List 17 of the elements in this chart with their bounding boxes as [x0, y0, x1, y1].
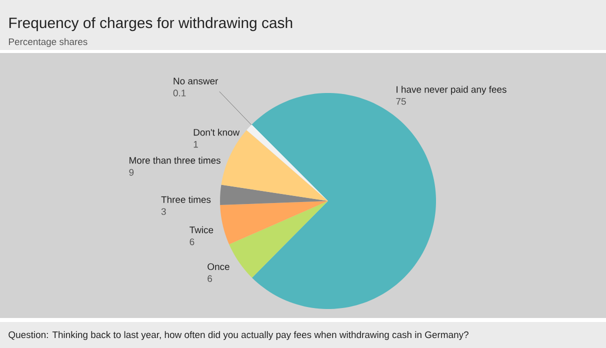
- data-label: 75: [396, 98, 406, 105]
- data-label: 9: [129, 168, 134, 176]
- slice-label: No answer: [174, 78, 218, 84]
- slice-label: More than three times: [130, 156, 220, 164]
- chart-title: Frequency of charges for withdrawing cash: [9, 17, 292, 32]
- data-label: 6: [190, 238, 194, 246]
- text: Question: Thinking back to last year, how often did you actually pay fees when withdrawing cash in Germany?: [8, 331, 468, 340]
- text: Percentage shares: [8, 38, 88, 47]
- slice-label: Three times: [161, 196, 211, 203]
- data-label: 3: [161, 208, 166, 215]
- data-label: 0.1: [173, 90, 186, 96]
- data-label: 1: [194, 141, 198, 148]
- slice-label: Don't know: [194, 128, 240, 136]
- data-label: 6: [208, 275, 212, 282]
- slice-label: Once: [208, 263, 230, 270]
- slice-label: Twice: [190, 226, 214, 234]
- slice-label: I have never paid any fees: [396, 86, 506, 95]
